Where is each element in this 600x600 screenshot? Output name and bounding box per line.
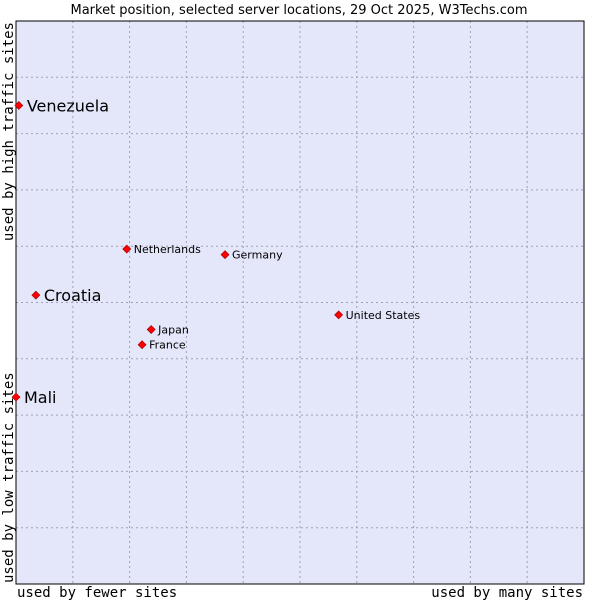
point-mali: Mali — [11, 388, 57, 407]
point-marker-netherlands — [122, 244, 132, 254]
point-label-venezuela: Venezuela — [27, 96, 109, 115]
x-axis-label-right: used by many sites — [431, 585, 583, 600]
point-marker-united-states — [334, 310, 344, 320]
point-marker-france — [137, 340, 147, 350]
point-label-netherlands: Netherlands — [134, 243, 201, 256]
point-germany: Germany — [220, 249, 283, 262]
plot-frame — [15, 20, 585, 585]
x-axis-label-left: used by fewer sites — [17, 585, 177, 600]
point-marker-croatia — [31, 290, 41, 300]
point-label-japan: Japan — [157, 324, 189, 337]
grid-lines — [16, 21, 584, 584]
point-marker-mali — [11, 392, 21, 402]
point-united-states: United States — [334, 309, 421, 322]
point-label-mali: Mali — [24, 388, 57, 407]
point-marker-germany — [220, 250, 230, 260]
point-label-germany: Germany — [232, 249, 283, 262]
point-croatia: Croatia — [31, 286, 102, 305]
point-france: France — [137, 339, 186, 352]
point-netherlands: Netherlands — [122, 243, 201, 256]
data-points: Venezuela Netherlands Germany Croatia United… — [11, 96, 421, 407]
point-label-croatia: Croatia — [44, 286, 102, 305]
point-venezuela: Venezuela — [14, 96, 109, 115]
point-marker-venezuela — [14, 101, 24, 110]
chart-title: Market position, selected server locatio… — [70, 3, 527, 18]
y-axis-label-bottom: used by low traffic sites — [1, 372, 17, 583]
point-japan: Japan — [146, 324, 189, 337]
y-axis-label-top: used by high traffic sites — [1, 22, 17, 241]
point-label-united-states: United States — [346, 309, 421, 322]
point-label-france: France — [149, 339, 186, 352]
point-marker-japan — [146, 325, 156, 334]
